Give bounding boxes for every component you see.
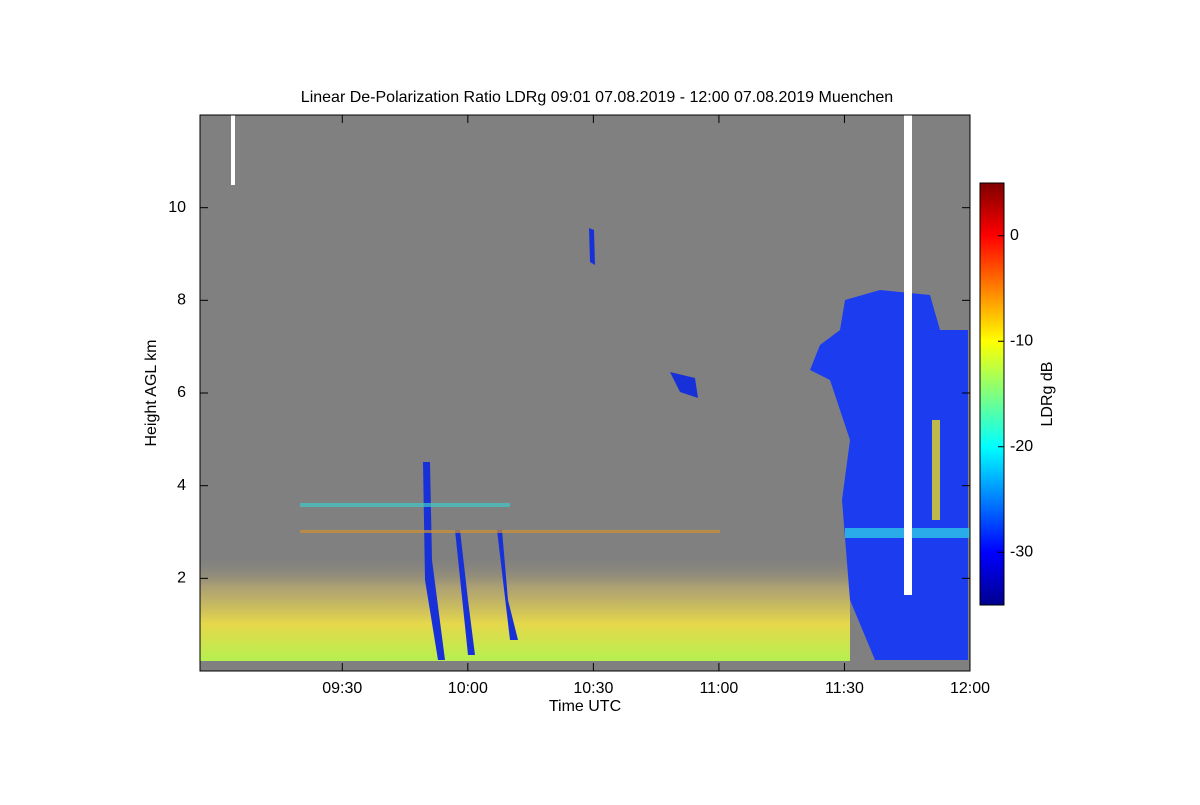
colorbar-tick-label: -10 [1010, 332, 1033, 349]
colorbar [979, 182, 1005, 606]
x-tick-label: 12:00 [950, 680, 990, 697]
x-axis-label: Time UTC [549, 698, 621, 715]
y-tick-label: 6 [177, 384, 186, 401]
y-axis-label: Height AGL km [143, 339, 160, 446]
x-tick-label: 11:00 [699, 680, 738, 697]
y-tick-label: 4 [177, 477, 186, 494]
x-tick-label: 10:00 [448, 680, 488, 697]
colorbar-label: LDRg dB [1039, 362, 1056, 427]
y-tick-label: 8 [177, 292, 186, 309]
colorbar-tick-label: -30 [1010, 543, 1033, 560]
y-tick-label: 2 [177, 570, 186, 587]
x-tick-label: 10:30 [573, 680, 613, 697]
chart-title: Linear De-Polarization Ratio LDRg 09:01 … [301, 89, 893, 106]
colorbar-tick-label: 0 [1010, 227, 1019, 244]
x-tick-label: 11:30 [825, 680, 864, 697]
y-tick-label: 10 [168, 199, 186, 216]
colorbar-tick-label: -20 [1010, 438, 1033, 455]
x-tick-label: 09:30 [322, 680, 362, 697]
heatmap-image [200, 115, 970, 671]
